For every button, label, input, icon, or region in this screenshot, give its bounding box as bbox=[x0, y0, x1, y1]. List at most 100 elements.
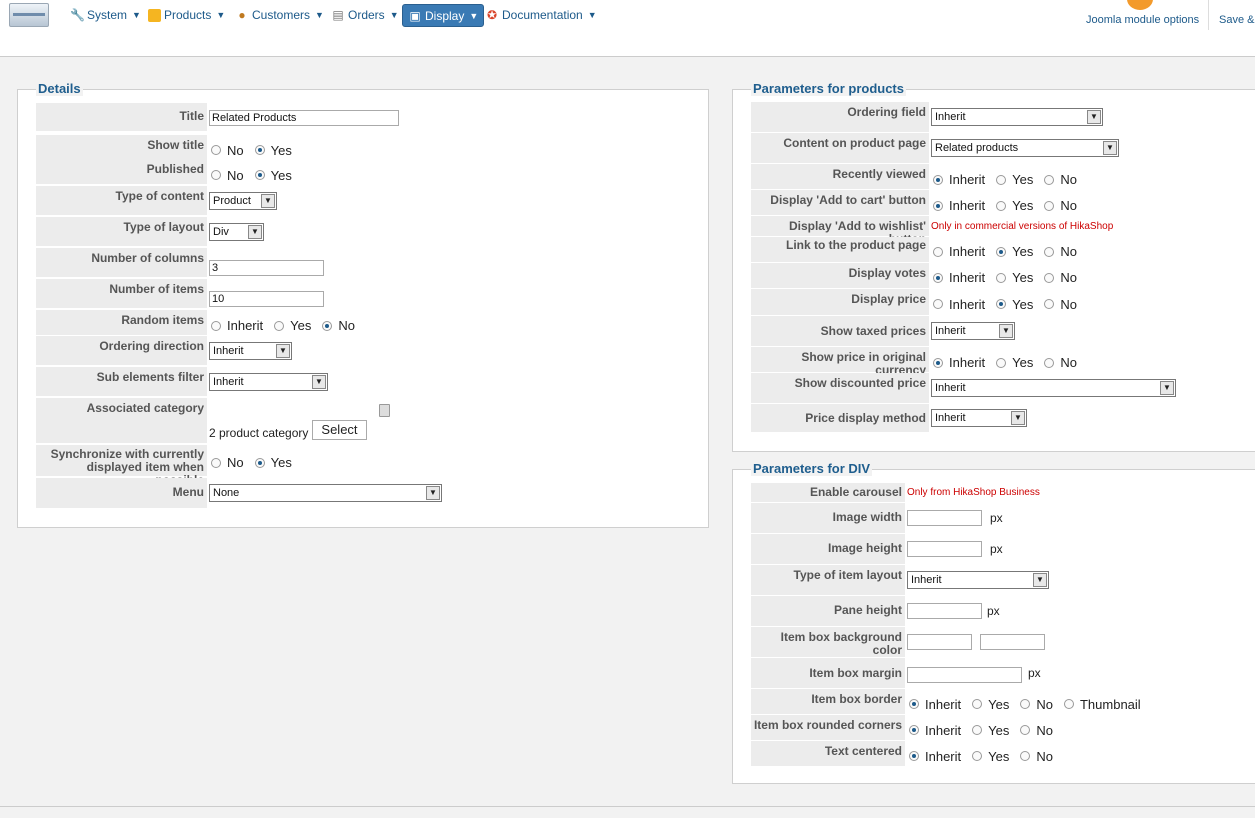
taxed-label: Show taxed prices bbox=[751, 316, 929, 346]
border-yes-radio[interactable] bbox=[972, 699, 983, 709]
hikashop-logo[interactable] bbox=[9, 3, 49, 27]
link-no-radio[interactable] bbox=[1044, 246, 1055, 257]
price-no-radio[interactable] bbox=[1044, 299, 1055, 309]
border-inherit-radio[interactable] bbox=[909, 699, 919, 709]
items-input[interactable]: 10 bbox=[209, 290, 324, 307]
type-layout-label: Type of layout bbox=[36, 217, 207, 246]
menu-customers[interactable]: ● Customers ▼ bbox=[235, 5, 324, 25]
chevron-down-icon: ▼ bbox=[1033, 573, 1047, 587]
content-page-select[interactable]: Related products ▼ bbox=[931, 139, 1119, 157]
title-input[interactable]: Related Products bbox=[209, 109, 399, 126]
random-inherit-radio[interactable] bbox=[211, 320, 221, 331]
menu-select[interactable]: None ▼ bbox=[209, 484, 442, 502]
link-yes-radio[interactable] bbox=[996, 246, 1007, 257]
published-yes-radio[interactable] bbox=[254, 170, 265, 180]
votes-inherit-radio[interactable] bbox=[933, 272, 943, 283]
save-button[interactable]: Save & bbox=[1219, 14, 1255, 26]
add-cart-no-radio[interactable] bbox=[1044, 200, 1055, 211]
recently-inherit-radio[interactable] bbox=[933, 174, 943, 185]
chevron-down-icon: ▼ bbox=[1011, 411, 1025, 425]
menu-system[interactable]: 🔧 System ▼ bbox=[70, 8, 141, 22]
wishlist-note: Only in commercial versions of HikaShop bbox=[931, 220, 1114, 232]
show-title-label: Show title bbox=[36, 135, 207, 159]
content-page-row: Content on product page Related products… bbox=[751, 133, 1119, 163]
sync-yes-radio[interactable] bbox=[254, 457, 265, 468]
joomla-module-options-button[interactable]: Joomla module options bbox=[1086, 14, 1200, 26]
pane-height-row: Pane height px bbox=[751, 596, 1000, 626]
bg-color-picker[interactable] bbox=[980, 634, 1045, 650]
box-icon bbox=[148, 8, 161, 22]
item-layout-select[interactable]: Inherit ▼ bbox=[907, 571, 1049, 589]
discounted-select[interactable]: Inherit ▼ bbox=[931, 379, 1176, 397]
columns-row: Number of columns 3 bbox=[36, 248, 324, 277]
orig-currency-no-radio[interactable] bbox=[1044, 357, 1055, 368]
votes-row: Display votes Inherit Yes No bbox=[751, 263, 1086, 288]
add-cart-yes-radio[interactable] bbox=[996, 200, 1007, 211]
img-width-label: Image width bbox=[751, 503, 905, 533]
border-thumbnail-radio[interactable] bbox=[1063, 699, 1074, 709]
window-icon: ▣ bbox=[409, 8, 421, 23]
show-title-no-radio[interactable] bbox=[211, 145, 221, 155]
show-title-yes-radio[interactable] bbox=[254, 145, 265, 155]
chevron-down-icon: ▼ bbox=[469, 10, 479, 21]
centered-no-radio[interactable] bbox=[1020, 751, 1031, 761]
chevron-down-icon: ▼ bbox=[248, 224, 262, 239]
random-yes-radio[interactable] bbox=[274, 320, 285, 331]
ordering-dir-select[interactable]: Inherit ▼ bbox=[209, 341, 292, 360]
assoc-cat-label: Associated category bbox=[36, 398, 207, 443]
sync-no-radio[interactable] bbox=[211, 457, 221, 468]
img-height-row: Image height px bbox=[751, 534, 1003, 564]
content-page-label: Content on product page bbox=[751, 133, 929, 163]
select-category-button[interactable]: Select bbox=[312, 420, 367, 440]
type-layout-select[interactable]: Div ▼ bbox=[209, 222, 264, 241]
price-inherit-radio[interactable] bbox=[933, 299, 943, 309]
price-method-select[interactable]: Inherit ▼ bbox=[931, 409, 1027, 427]
columns-input[interactable]: 3 bbox=[209, 259, 324, 276]
menu-orders[interactable]: ▤ Orders ▼ bbox=[332, 8, 399, 22]
trash-icon[interactable] bbox=[379, 404, 390, 417]
published-no-radio[interactable] bbox=[211, 170, 221, 180]
centered-inherit-radio[interactable] bbox=[909, 751, 919, 761]
sub-filter-select[interactable]: Inherit ▼ bbox=[209, 372, 328, 391]
votes-no-radio[interactable] bbox=[1044, 272, 1055, 283]
recently-no-radio[interactable] bbox=[1044, 174, 1055, 185]
menu-display[interactable]: ▣ Display ▼ bbox=[402, 4, 485, 27]
img-height-input[interactable] bbox=[907, 541, 982, 557]
margin-input[interactable] bbox=[907, 667, 1022, 683]
price-row: Display price Inherit Yes No bbox=[751, 289, 1086, 315]
menu-documentation[interactable]: ✪ Documentation ▼ bbox=[486, 8, 597, 22]
type-content-select[interactable]: Product ▼ bbox=[209, 191, 277, 210]
show-title-row: Show title No Yes bbox=[36, 135, 301, 159]
orig-currency-yes-radio[interactable] bbox=[996, 357, 1007, 368]
price-yes-radio[interactable] bbox=[996, 299, 1007, 309]
recently-yes-radio[interactable] bbox=[996, 174, 1007, 185]
menu-products[interactable]: Products ▼ bbox=[148, 5, 225, 25]
module-options-icon[interactable] bbox=[1127, 0, 1153, 10]
recently-row: Recently viewed Inherit Yes No bbox=[751, 164, 1086, 189]
products-params-legend: Parameters for products bbox=[751, 81, 906, 96]
published-label: Published bbox=[36, 159, 207, 184]
sub-toolbar bbox=[0, 36, 1255, 57]
ordering-field-select[interactable]: Inherit ▼ bbox=[931, 108, 1103, 126]
add-cart-label: Display 'Add to cart' button bbox=[751, 190, 929, 215]
carousel-row: Enable carousel Only from HikaShop Busin… bbox=[751, 483, 1040, 502]
votes-yes-radio[interactable] bbox=[996, 272, 1007, 283]
orig-currency-inherit-radio[interactable] bbox=[933, 357, 943, 368]
menu-row: Menu None ▼ bbox=[36, 478, 442, 508]
border-no-radio[interactable] bbox=[1020, 699, 1031, 709]
rounded-no-radio[interactable] bbox=[1020, 725, 1031, 735]
details-panel: Details Title Related Products Show titl… bbox=[17, 81, 709, 528]
pane-height-input[interactable] bbox=[907, 603, 982, 619]
centered-yes-radio[interactable] bbox=[972, 751, 983, 761]
add-cart-inherit-radio[interactable] bbox=[933, 200, 943, 211]
link-inherit-radio[interactable] bbox=[933, 246, 943, 257]
rounded-yes-radio[interactable] bbox=[972, 725, 983, 735]
title-label: Title bbox=[36, 103, 207, 131]
bg-color-input[interactable] bbox=[907, 634, 972, 650]
rounded-inherit-radio[interactable] bbox=[909, 725, 919, 735]
taxed-select[interactable]: Inherit ▼ bbox=[931, 322, 1015, 340]
chevron-down-icon: ▼ bbox=[132, 10, 141, 20]
random-no-radio[interactable] bbox=[322, 320, 333, 331]
title-row: Title Related Products bbox=[36, 103, 399, 132]
img-width-input[interactable] bbox=[907, 510, 982, 526]
